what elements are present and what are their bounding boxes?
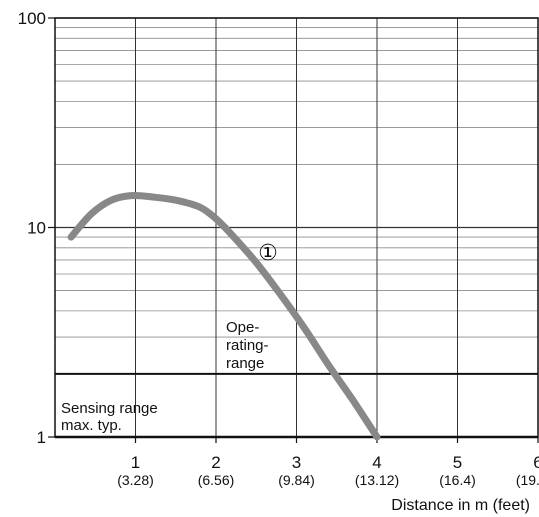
- operating-range-label-line3: range: [226, 355, 264, 372]
- tick-labels: 1101001(3.28)2(6.56)3(9.84)4(13.12)5(16.…: [18, 9, 539, 488]
- axis-ticks: [48, 17, 539, 443]
- x-tick-sublabel: (16.4): [439, 472, 476, 488]
- operating-range-label-line2: rating-: [226, 337, 269, 354]
- series-line: [67, 191, 381, 441]
- x-tick-label: 2: [211, 453, 220, 472]
- series-marker-label: ①: [258, 240, 278, 265]
- x-tick-label: 4: [372, 453, 381, 472]
- sensing-range-label-line1: Sensing range: [61, 400, 158, 417]
- x-tick-label: 5: [453, 453, 462, 472]
- x-axis-label: Distance in m (feet): [391, 497, 530, 514]
- x-tick-sublabel: (9.84): [278, 472, 315, 488]
- operating-range-label-line1: Ope-: [226, 319, 259, 336]
- x-tick-label: 1: [131, 453, 140, 472]
- y-tick-label: 1: [37, 428, 46, 447]
- x-tick-sublabel: (19.69): [516, 472, 539, 488]
- y-tick-label: 100: [18, 9, 46, 28]
- sensing-range-label-line2: max. typ.: [61, 417, 122, 434]
- x-tick-sublabel: (13.12): [355, 472, 399, 488]
- x-tick-label: 6: [533, 453, 539, 472]
- x-tick-sublabel: (6.56): [198, 472, 235, 488]
- x-tick-sublabel: (3.28): [117, 472, 154, 488]
- x-tick-label: 3: [292, 453, 301, 472]
- y-tick-label: 10: [27, 219, 46, 238]
